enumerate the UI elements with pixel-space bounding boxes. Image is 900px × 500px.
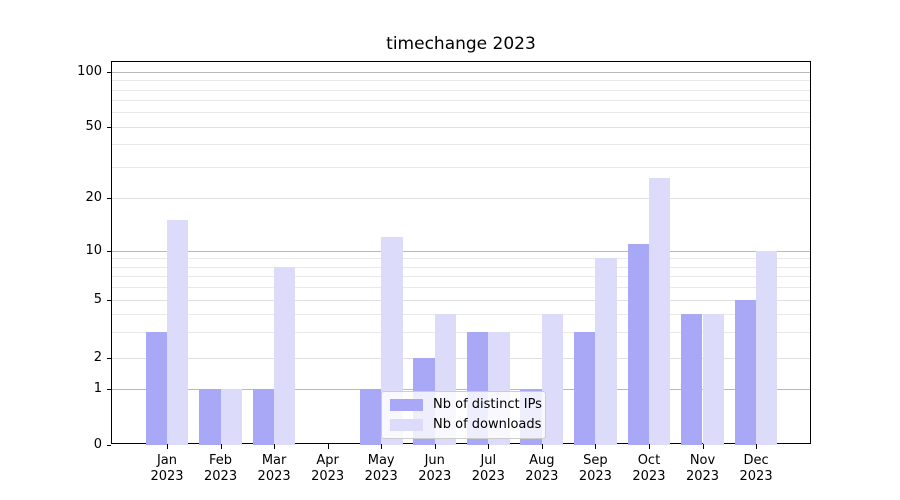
- x-axis-tick-jul: [488, 444, 490, 449]
- bar-downloads-nov: [702, 314, 724, 445]
- x-axis-tick-mar: [274, 444, 276, 449]
- x-axis-tick-label-dec: Dec 2023: [739, 453, 773, 484]
- legend: Nb of distinct IPs Nb of downloads: [381, 391, 546, 439]
- gridline-minor-9: [112, 258, 810, 260]
- x-axis-tick-label-jan: Jan 2023: [150, 453, 184, 484]
- x-axis-tick-label-jul: Jul 2023: [471, 453, 505, 484]
- gridline-minor-80: [112, 89, 810, 91]
- bar-distinct-ips-oct: [627, 243, 649, 445]
- gridline-5: [112, 300, 810, 302]
- x-axis-tick-aug: [541, 444, 543, 449]
- bar-distinct-ips-dec: [734, 300, 757, 445]
- y-axis-tick-label-5: 5: [93, 292, 102, 308]
- y-axis-tick-10: [107, 251, 111, 252]
- gridline-minor-30: [112, 166, 810, 168]
- x-axis-tick-sep: [595, 444, 597, 449]
- x-axis-tick-label-mar: Mar 2023: [257, 453, 291, 484]
- gridline-minor-3: [112, 332, 810, 334]
- gridline-10: [112, 251, 810, 252]
- x-axis-tick-oct: [648, 444, 650, 449]
- gridline-100: [112, 71, 810, 73]
- gridline-50: [112, 127, 810, 128]
- gridline-1: [112, 389, 810, 391]
- y-axis-tick-label-20: 20: [85, 190, 102, 206]
- bar-downloads-mar: [274, 266, 296, 445]
- y-axis-tick-1: [107, 389, 111, 391]
- bar-downloads-feb: [220, 389, 242, 445]
- gridline-minor-8: [112, 266, 810, 268]
- y-axis-tick-label-10: 10: [85, 243, 102, 258]
- bar-downloads-oct: [648, 177, 671, 445]
- y-axis-tick-100: [107, 71, 111, 73]
- gridline-minor-40: [112, 144, 810, 146]
- y-axis-tick-5: [107, 300, 111, 302]
- bar-distinct-ips-may: [359, 389, 382, 445]
- legend-label-distinct-ips: Nb of distinct IPs: [433, 397, 542, 412]
- legend-swatch-distinct-ips: [390, 399, 423, 411]
- x-axis-tick-label-oct: Oct 2023: [632, 453, 666, 484]
- bar-downloads-sep: [595, 258, 617, 445]
- y-axis-tick-label-2: 2: [93, 349, 102, 365]
- y-axis-tick-label-50: 50: [85, 119, 102, 134]
- legend-entry-downloads: Nb of downloads: [390, 417, 541, 433]
- y-axis-tick-2: [107, 357, 111, 359]
- x-axis-tick-feb: [220, 444, 222, 449]
- gridline-minor-90: [112, 80, 810, 82]
- legend-label-downloads: Nb of downloads: [433, 417, 542, 432]
- x-axis-tick-label-feb: Feb 2023: [204, 453, 238, 484]
- x-axis-tick-label-may: May 2023: [364, 453, 398, 484]
- y-axis-tick-0: [107, 445, 111, 446]
- bar-downloads-jan: [167, 220, 189, 445]
- legend-entry-distinct-ips: Nb of distinct IPs: [390, 397, 542, 413]
- x-axis-tick-label-nov: Nov 2023: [685, 453, 720, 484]
- legend-swatch-downloads: [390, 419, 423, 431]
- bar-distinct-ips-feb: [199, 389, 221, 445]
- y-axis-tick-label-0: 0: [93, 437, 102, 452]
- x-axis-tick-jan: [167, 444, 168, 449]
- x-axis-tick-label-jun: Jun 2023: [418, 453, 452, 484]
- bar-downloads-dec: [756, 251, 778, 445]
- bar-distinct-ips-sep: [574, 332, 596, 445]
- gridline-minor-70: [112, 100, 810, 102]
- chart-title: timechange 2023: [386, 34, 536, 54]
- gridline-20: [112, 198, 810, 200]
- x-axis-tick-label-apr: Apr 2023: [311, 453, 345, 484]
- x-axis-tick-dec: [756, 444, 758, 449]
- gridline-minor-7: [112, 276, 810, 278]
- x-axis-tick-jun: [434, 444, 436, 449]
- gridline-2: [112, 357, 810, 359]
- bar-downloads-aug: [541, 314, 564, 445]
- plot-area: 0 1 2 5 10 20 50 100 Jan 2023 Feb 2023 Mar 2023 Apr…: [77, 61, 811, 484]
- bar-distinct-ips-nov: [681, 314, 703, 445]
- y-axis-tick-label-1: 1: [93, 381, 102, 397]
- bar-distinct-ips-jan: [145, 332, 167, 445]
- y-axis-tick-20: [107, 198, 111, 200]
- gridline-minor-4: [112, 314, 810, 316]
- x-axis-tick-may: [381, 444, 383, 449]
- x-axis-tick-nov: [702, 444, 704, 449]
- y-axis-tick-label-100: 100: [77, 63, 102, 79]
- y-axis-tick-50: [107, 127, 111, 128]
- x-axis-tick-apr: [327, 444, 329, 449]
- gridline-minor-60: [112, 112, 810, 114]
- bar-distinct-ips-mar: [252, 389, 275, 445]
- x-axis-tick-label-sep: Sep 2023: [578, 453, 612, 484]
- gridline-minor-6: [112, 287, 810, 289]
- x-axis-tick-label-aug: Aug 2023: [525, 453, 559, 484]
